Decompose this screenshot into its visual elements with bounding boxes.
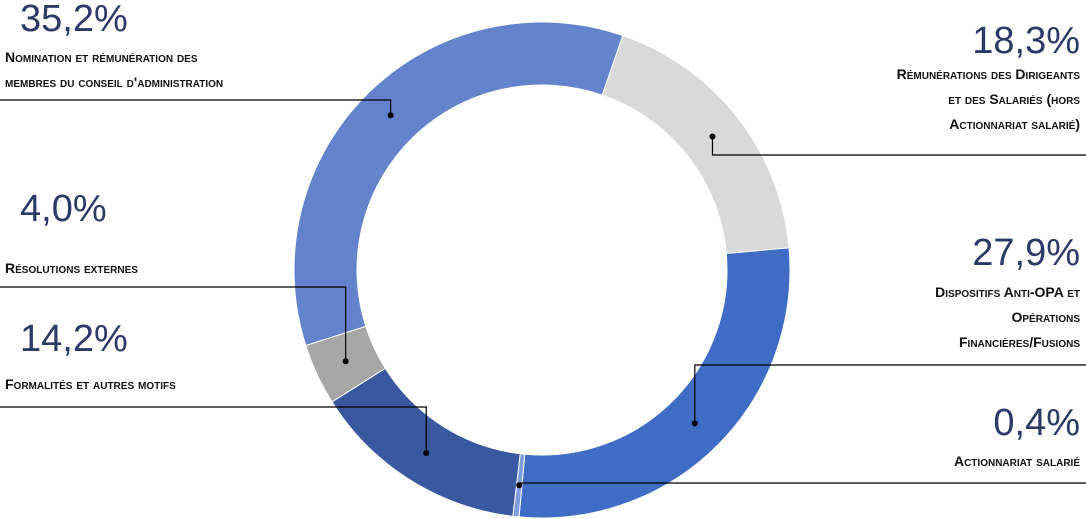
- slice-remunerations-dirigeants: [601, 34, 790, 255]
- value-label-resolutions-externes: 4,0%: [20, 188, 107, 230]
- leader-line-dispositifs-anti-opa: [694, 364, 1086, 424]
- value-label-actionnariat-salarie: 0,4%: [993, 402, 1080, 444]
- slice-nomination-remuneration: [293, 21, 624, 347]
- leader-dot-resolutions-externes: [342, 358, 349, 365]
- leader-dot-formalites-autres: [423, 449, 430, 456]
- value-label-remunerations-dirigeants: 18,3%: [972, 20, 1080, 62]
- slice-label-resolutions-externes: Résolutions externes: [5, 260, 138, 276]
- slice-label-dispositifs-anti-opa: Dispositifs Anti-OPA et Opérations Finan…: [935, 284, 1080, 350]
- value-label-formalites-autres: 14,2%: [20, 318, 128, 360]
- leader-line-nomination-remuneration: [0, 99, 392, 116]
- leader-dot-dispositifs-anti-opa: [691, 420, 698, 427]
- leader-line-resolutions-externes: [0, 286, 347, 362]
- leader-line-remunerations-dirigeants: [711, 136, 1086, 156]
- leader-dot-nomination-remuneration: [387, 112, 394, 119]
- slice-label-formalites-autres: Formalités et autres motifs: [5, 376, 176, 392]
- value-label-dispositifs-anti-opa: 27,9%: [972, 232, 1080, 274]
- leader-dot-actionnariat-salarie: [516, 482, 523, 489]
- slice-label-nomination-remuneration: Nomination et rémunération des membres d…: [5, 49, 224, 90]
- leader-line-formalites-autres: [0, 406, 427, 453]
- value-label-nomination-remuneration: 35,2%: [20, 0, 128, 40]
- leader-dot-remunerations-dirigeants: [709, 133, 716, 140]
- slice-label-actionnariat-salarie: Actionnariat salarié: [953, 453, 1080, 469]
- slice-dispositifs-anti-opa: [518, 247, 791, 519]
- slice-label-remunerations-dirigeants: Rémunérations des Dirigeants et des Sala…: [896, 66, 1080, 132]
